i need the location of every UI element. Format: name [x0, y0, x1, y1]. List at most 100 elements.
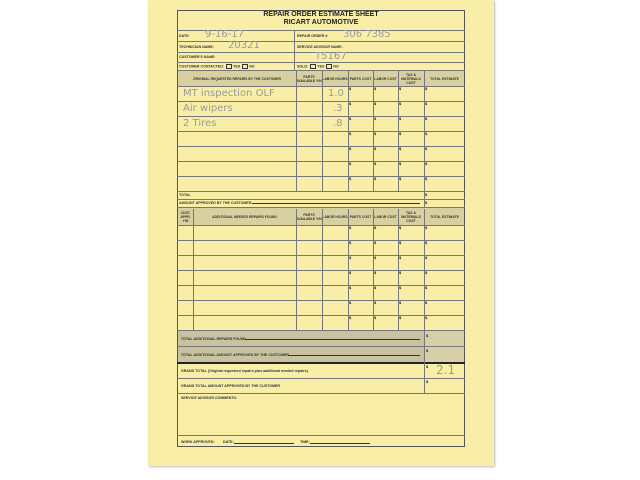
work-date-field[interactable]: [234, 443, 294, 444]
comments-area[interactable]: [177, 401, 465, 434]
dollar-sign: $: [349, 131, 352, 136]
dollar-sign: $: [399, 315, 402, 320]
sold-yes-checkbox[interactable]: [310, 64, 317, 69]
no-label: NO: [249, 64, 255, 69]
service-advisor-field[interactable]: T5167: [315, 51, 347, 62]
comments-label: SERVICE ADVISOR COMMENTS:: [181, 396, 238, 400]
dollar-sign: $: [374, 315, 377, 320]
col-parts-available-2: PARTS AVAILABLE Y/N: [296, 212, 322, 221]
no-label: NO: [333, 64, 339, 69]
repair-row-1[interactable]: MT inspection OLF: [183, 88, 275, 99]
dollar-sign: $: [399, 285, 402, 290]
dollar-sign: $: [425, 270, 428, 275]
dollar-sign: $: [374, 131, 377, 136]
col-parts-cost: PARTS COST: [349, 76, 372, 81]
labor-hours-row-2[interactable]: .3: [333, 103, 343, 114]
dollar-sign: $: [425, 146, 428, 151]
dollar-sign: $: [349, 116, 352, 121]
work-time-label: TIME:: [300, 440, 310, 444]
contacted-yes-checkbox[interactable]: [226, 64, 232, 69]
contacted-label: CUSTOMER CONTACTED:: [179, 64, 224, 69]
dollar-sign: $: [399, 225, 402, 230]
dollar-sign: $: [374, 240, 377, 245]
dollar-sign: $: [349, 300, 352, 305]
col-labor-hours-2: LABOR HOURS: [322, 214, 348, 219]
dollar-sign: $: [399, 101, 402, 106]
repair-row-2[interactable]: Air wipers: [183, 103, 233, 114]
repair-order-label: REPAIR ORDER #:: [297, 34, 329, 38]
dollar-sign: $: [426, 379, 429, 384]
dollar-sign: $: [426, 348, 429, 353]
dollar-sign: $: [374, 270, 377, 275]
service-advisor-label: SERVICE ADVISOR NAME:: [297, 45, 343, 49]
col-cust-appr: CUST. APPR. Y/N: [180, 210, 191, 223]
work-time-field[interactable]: [310, 443, 370, 444]
dollar-sign: $: [399, 146, 402, 151]
dollar-sign: $: [349, 270, 352, 275]
dollar-sign: $: [349, 225, 352, 230]
dollar-sign: $: [374, 146, 377, 151]
date-field[interactable]: 9-16-17: [205, 29, 245, 40]
col-total-estimate: TOTAL ESTIMATE: [430, 76, 459, 81]
col-labor-cost-2: LABOR COST: [374, 214, 397, 219]
dollar-sign: $: [374, 176, 377, 181]
form-title: REPAIR ORDER ESTIMATE SHEET: [263, 11, 379, 18]
contacted-no-checkbox[interactable]: [242, 64, 249, 69]
dollar-sign: $: [399, 240, 402, 245]
customer-label: CUSTOMER'S NAME:: [179, 55, 216, 59]
dollar-sign: $: [349, 176, 352, 181]
dollar-sign: $: [425, 192, 428, 197]
dollar-sign: $: [425, 161, 428, 166]
sold: SOLD: YES NO: [297, 64, 339, 69]
dollar-sign: $: [399, 86, 402, 91]
technician-label: TECHNICIAN NAME:: [179, 45, 214, 49]
dollar-sign: $: [374, 300, 377, 305]
dollar-sign: $: [425, 86, 428, 91]
dollar-sign: $: [425, 285, 428, 290]
dollar-sign: $: [425, 131, 428, 136]
work-approved-label: WORK APPROVED:: [181, 440, 215, 444]
dollar-sign: $: [349, 315, 352, 320]
work-date-label: DATE:: [223, 440, 234, 444]
col-tax-materials-2: TAX & MATERIALS COST: [401, 210, 421, 223]
dollar-sign: $: [425, 300, 428, 305]
labor-hours-row-1[interactable]: 1.0: [328, 88, 344, 99]
repair-order-form: [177, 10, 465, 447]
total-additional-found-label: TOTAL ADDITIONAL REPAIRS FOUND: [181, 337, 247, 341]
col-labor-cost: LABOR COST: [374, 76, 397, 81]
dollar-sign: $: [425, 225, 428, 230]
dollar-sign: $: [426, 333, 429, 338]
dollar-sign: $: [349, 101, 352, 106]
technician-field[interactable]: 20321: [228, 40, 260, 51]
dollar-sign: $: [349, 146, 352, 151]
col-original-repairs: ORIGINAL REQUESTED REPAIRS BY THE CUSTOM…: [193, 76, 281, 81]
dollar-sign: $: [349, 255, 352, 260]
grand-total-field[interactable]: 2.1: [436, 363, 456, 377]
sold-no-checkbox[interactable]: [326, 64, 333, 69]
dollar-sign: $: [349, 240, 352, 245]
sold-label: SOLD:: [297, 64, 309, 69]
dollar-sign: $: [399, 270, 402, 275]
dollar-sign: $: [425, 101, 428, 106]
grand-total-label: GRAND TOTAL (Original requested repairs …: [181, 369, 308, 373]
repair-order-field[interactable]: 306 7385: [343, 29, 391, 40]
company-name: RICART AUTOMOTIVE: [283, 18, 359, 26]
total-label: TOTAL: [179, 193, 191, 197]
col-tax-materials: TAX & MATERIALS COST: [401, 72, 421, 85]
grand-total-approved-label: GRAND TOTAL AMOUNT APPROVED BY THE CUSTO…: [181, 384, 281, 388]
dollar-sign: $: [374, 116, 377, 121]
date-label: DATE:: [179, 34, 190, 38]
col-labor-hours: LABOR HOURS: [322, 76, 348, 81]
repair-row-3[interactable]: 2 Tires: [183, 118, 217, 129]
dollar-sign: $: [399, 255, 402, 260]
labor-hours-row-3[interactable]: .8: [333, 118, 343, 129]
col-parts-available: PARTS AVAILABLE Y/N: [296, 74, 322, 83]
dollar-sign: $: [349, 161, 352, 166]
total-additional-approved-label: TOTAL ADDITIONAL AMOUNT APPROVED BY THE …: [181, 353, 289, 357]
yes-label: YES: [233, 64, 241, 69]
col-parts-cost-2: PARTS COST: [349, 214, 372, 219]
dollar-sign: $: [349, 285, 352, 290]
dollar-sign: $: [425, 176, 428, 181]
col-total-estimate-2: TOTAL ESTIMATE: [430, 214, 459, 219]
dollar-sign: $: [374, 255, 377, 260]
